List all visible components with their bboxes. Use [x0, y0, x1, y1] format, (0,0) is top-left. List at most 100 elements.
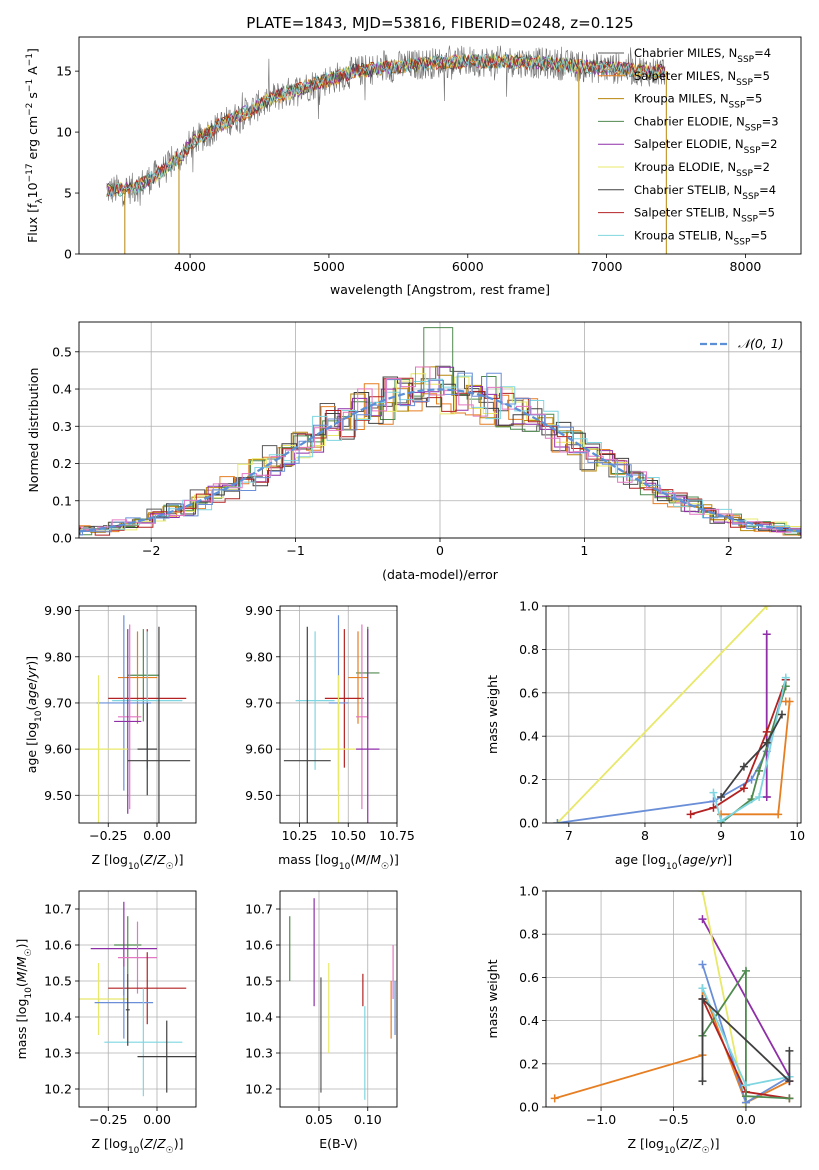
mass-weight-marker [785, 1046, 794, 1055]
mass-weight-marker [774, 810, 783, 819]
residuals-panel: −2 −1 0 1 2 0.0 0.1 0.2 0.3 0.4 0.5 (data-model)/er… [26, 321, 802, 582]
y-axis-label: mass weight [485, 959, 500, 1038]
axes-frame [78, 605, 197, 824]
y-tick-label: 0.2 [52, 456, 72, 471]
y-tick-label: 0.8 [519, 642, 539, 657]
x-tick-label: 2 [725, 543, 733, 558]
x-tick-label: 0 [436, 543, 444, 558]
x-axis-label: (data-model)/error [382, 567, 499, 582]
y-tick-label: 5 [64, 186, 72, 201]
errorbar-point [137, 702, 157, 796]
y-tick-label: 0.0 [52, 531, 72, 546]
x-tick-label: 5000 [313, 259, 345, 274]
y-tick-label: 10.3 [245, 1046, 273, 1061]
x-tick-label: −0.25 [89, 828, 127, 843]
errorbar-point [295, 631, 335, 770]
x-tick-label: 4000 [174, 259, 206, 274]
mass-weight-line [554, 987, 790, 1104]
plot-area [553, 606, 794, 823]
x-tick-label: 7 [565, 828, 573, 843]
x-tick-label: 0.10 [354, 1112, 382, 1127]
errorbar-point [118, 631, 157, 724]
errorbar-point [118, 921, 157, 994]
axes-frame [279, 890, 398, 1108]
y-tick-label: 10.5 [245, 974, 273, 989]
axes-frame [78, 321, 802, 539]
errorbar-point [114, 916, 142, 974]
plot-area [283, 615, 380, 823]
x-tick-label: −2 [142, 543, 160, 558]
legend-entry: Salpeter ELODIE, NSSP=2 [634, 137, 777, 156]
x-axis-label: Z [log10(Z/Z☉)] [627, 1136, 719, 1156]
y-tick-label: 10.2 [245, 1082, 273, 1097]
x-tick-label: −0.25 [89, 1112, 127, 1127]
figure-title: PLATE=1843, MJD=53816, FIBERID=0248, z=0… [246, 14, 633, 32]
x-tick-label: 1 [580, 543, 588, 558]
mass-weight-marker [698, 915, 707, 924]
y-tick-label: 15 [56, 64, 72, 79]
y-tick-label: 9.70 [245, 695, 273, 710]
mass-weight-marker [717, 816, 726, 823]
x-tick-label: 10 [789, 828, 805, 843]
y-tick-label: 10.7 [245, 902, 273, 917]
legend-entry: Salpeter MILES, NSSP=5 [634, 69, 770, 88]
errorbar-point [127, 626, 191, 823]
x-tick-label: 0.00 [143, 828, 171, 843]
errorbar-point [79, 675, 128, 823]
legend-entry: Chabrier STELIB, NSSP=4 [634, 183, 776, 202]
mass-weight-marker [686, 810, 695, 819]
errorbar-point [125, 973, 130, 1046]
y-axis-label: mass weight [485, 675, 500, 754]
x-tick-label: 10.25 [282, 828, 318, 843]
mass-weight-marker [709, 803, 718, 812]
y-tick-label: 0.6 [519, 970, 539, 985]
errorbar-point [356, 624, 368, 810]
x-axis-label: Z [log10(Z/Z☉)] [91, 852, 183, 872]
y-tick-label: 9.80 [44, 649, 72, 664]
residual-histogram [79, 377, 801, 536]
y-axis-label: Flux [fλ10−17 erg cm−2 s−1 A−1] [25, 48, 45, 243]
mass-weight-marker [755, 766, 764, 775]
x-tick-label: 0.0 [736, 1112, 756, 1127]
legend-entry: Chabrier ELODIE, NSSP=3 [634, 114, 779, 133]
y-tick-label: 0.4 [52, 382, 72, 397]
legend-entry: Kroupa STELIB, NSSP=5 [634, 228, 767, 247]
errorbar-point [108, 952, 187, 1025]
mass-weight-marker [698, 995, 707, 1003]
model-spectrum [106, 54, 666, 195]
y-tick-label: 10.3 [44, 1046, 72, 1061]
mass-weight-line [556, 606, 768, 823]
legend-entry: Salpeter STELIB, NSSP=5 [634, 206, 775, 225]
massweight-vs-age-panel: 7 8 9 10 0.0 0.2 0.4 0.6 0.8 1.0 age [log10(age/yr… [485, 599, 805, 873]
y-tick-label: 0.4 [519, 1013, 539, 1028]
x-axis-label: age [log10(age/yr)] [615, 852, 732, 872]
plot-area [106, 45, 667, 254]
y-tick-label: 10.6 [245, 938, 273, 953]
mass-weight-marker [741, 966, 750, 975]
x-axis-label: E(B-V) [319, 1136, 358, 1151]
x-tick-label: 8000 [730, 259, 762, 274]
y-tick-label: 9.50 [245, 788, 273, 803]
y-tick-label: 10.4 [44, 1010, 72, 1025]
mass-weight-marker [785, 1094, 794, 1103]
y-tick-label: 0.0 [519, 1100, 539, 1115]
x-tick-label: −0.5 [658, 1112, 688, 1127]
y-tick-label: 0.8 [519, 927, 539, 942]
age-vs-mass-panel: 10.25 10.50 10.75 9.50 9.60 9.70 9.80 9.90 mass … [245, 603, 415, 872]
y-tick-label: 0.4 [519, 729, 539, 744]
mass-weight-marker [698, 891, 707, 895]
x-tick-label: 9 [717, 828, 725, 843]
plot-area [550, 891, 794, 1107]
axes-frame [279, 605, 398, 824]
x-tick-label: 7000 [591, 259, 623, 274]
mass-weight-marker [698, 984, 707, 993]
x-tick-label: 8 [641, 828, 649, 843]
residual-histogram [79, 376, 801, 536]
mass-weight-line [701, 996, 791, 1084]
errorbar-point [348, 631, 368, 724]
massweight-vs-metallicity-panel: −1.0 −0.5 0.0 0.0 0.2 0.4 0.6 0.8 1.0 Z [log10(Z/… [485, 884, 802, 1156]
mass-weight-marker [739, 762, 748, 771]
residual-histogram [79, 372, 801, 536]
legend-entry: Chabrier MILES, NSSP=4 [634, 46, 771, 65]
mass-weight-marker [550, 1094, 559, 1103]
